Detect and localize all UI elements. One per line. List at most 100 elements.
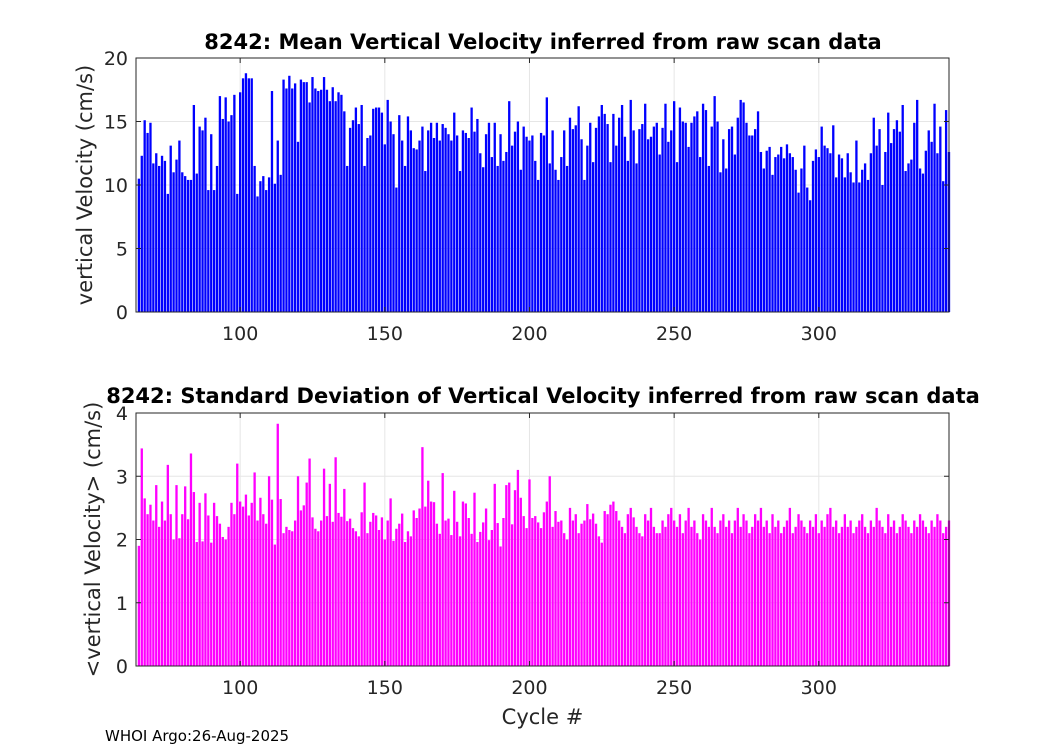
std-velocity-bar bbox=[322, 468, 326, 666]
std-velocity-bar bbox=[808, 520, 812, 666]
mean-velocity-bar bbox=[348, 127, 352, 312]
mean-velocity-bar bbox=[441, 124, 444, 312]
std-velocity-bar bbox=[479, 531, 482, 666]
mean-velocity-bar bbox=[389, 121, 392, 312]
mean-velocity-y-tick-label: 10 bbox=[104, 175, 128, 197]
std-velocity-bar bbox=[510, 524, 514, 666]
std-velocity-bar bbox=[603, 511, 606, 666]
std-velocity-bar bbox=[320, 520, 323, 666]
std-velocity-bar bbox=[577, 533, 580, 666]
std-velocity-bar bbox=[869, 520, 873, 666]
std-velocity-bar bbox=[667, 514, 670, 666]
std-velocity-bar bbox=[600, 542, 603, 666]
std-velocity-bar bbox=[181, 514, 184, 666]
mean-velocity-bar bbox=[253, 165, 256, 312]
mean-velocity-bar bbox=[606, 124, 609, 312]
mean-velocity-bar bbox=[635, 163, 638, 312]
std-velocity-bar bbox=[918, 514, 922, 666]
std-velocity-bar bbox=[531, 518, 534, 666]
mean-velocity-bar bbox=[369, 135, 372, 312]
std-velocity-bar bbox=[655, 533, 658, 666]
std-velocity-bar bbox=[736, 507, 739, 667]
std-velocity-bar bbox=[539, 528, 543, 666]
mean-velocity-bar bbox=[427, 130, 430, 312]
mean-velocity-bar bbox=[499, 134, 502, 312]
mean-velocity-y-tick-label: 5 bbox=[116, 239, 128, 261]
std-velocity-bar bbox=[803, 526, 806, 666]
std-velocity-bar bbox=[927, 533, 930, 666]
std-velocity-bar bbox=[363, 482, 366, 666]
mean-velocity-bar bbox=[754, 129, 757, 312]
std-velocity-bar bbox=[942, 533, 945, 666]
std-velocity-bar bbox=[224, 539, 227, 666]
std-velocity-bar bbox=[149, 504, 152, 666]
std-velocity-bar bbox=[157, 526, 161, 666]
mean-velocity-bar bbox=[910, 159, 913, 312]
std-velocity-bar bbox=[936, 514, 939, 666]
mean-velocity-bar bbox=[597, 116, 601, 312]
std-velocity-bar bbox=[227, 526, 230, 666]
footer-credit: WHOI Argo:26-Aug-2025 bbox=[105, 727, 289, 745]
std-velocity-bar bbox=[351, 528, 355, 666]
mean-velocity-bar bbox=[354, 107, 358, 312]
std-velocity-bar bbox=[207, 515, 210, 666]
mean-velocity-bar bbox=[687, 146, 690, 312]
mean-velocity-bar bbox=[401, 140, 404, 312]
std-velocity-bar bbox=[178, 538, 181, 666]
std-velocity-bar bbox=[429, 501, 433, 666]
mean-velocity-bar bbox=[774, 157, 777, 312]
std-velocity-bar bbox=[855, 526, 858, 666]
std-velocity-bar bbox=[866, 533, 870, 666]
mean-velocity-bar bbox=[210, 134, 213, 312]
mean-velocity-bar bbox=[386, 99, 389, 312]
std-velocity-bar bbox=[696, 533, 699, 666]
mean-velocity-bar bbox=[476, 118, 479, 313]
mean-velocity-bar bbox=[233, 94, 236, 312]
std-velocity-bar bbox=[609, 504, 612, 666]
std-velocity-bar bbox=[574, 514, 577, 666]
std-velocity-bar bbox=[418, 508, 421, 666]
std-velocity-bar bbox=[343, 488, 346, 666]
mean-velocity-bar bbox=[736, 117, 739, 312]
std-velocity-bar bbox=[476, 542, 479, 666]
std-velocity-bar bbox=[160, 501, 164, 666]
mean-velocity-bar bbox=[455, 135, 459, 312]
std-velocity-bar bbox=[360, 512, 363, 666]
std-velocity-bar bbox=[537, 522, 540, 666]
mean-velocity-bar bbox=[840, 158, 844, 312]
mean-velocity-bar bbox=[565, 165, 569, 312]
std-velocity-x-tick-label: 300 bbox=[801, 677, 837, 699]
std-velocity-bar bbox=[163, 520, 167, 666]
mean-velocity-bar bbox=[181, 172, 184, 312]
std-velocity-bar bbox=[291, 531, 294, 666]
mean-velocity-bar bbox=[320, 89, 323, 312]
std-velocity-bar bbox=[444, 520, 447, 666]
std-velocity-bar bbox=[861, 514, 864, 666]
mean-velocity-bar bbox=[270, 91, 274, 313]
mean-velocity-bar bbox=[924, 150, 928, 312]
mean-velocity-bar bbox=[508, 101, 511, 313]
std-velocity-bar bbox=[771, 514, 774, 666]
mean-velocity-bar bbox=[152, 163, 155, 312]
std-velocity-bar bbox=[710, 507, 713, 667]
std-velocity-bar bbox=[664, 526, 667, 666]
mean-velocity-bar bbox=[907, 163, 910, 312]
mean-velocity-bar bbox=[644, 103, 647, 312]
std-velocity-bar bbox=[233, 514, 236, 666]
std-velocity-bar bbox=[739, 526, 742, 666]
std-velocity-x-ticks: 100 150 200 250 300 bbox=[222, 413, 837, 699]
mean-velocity-bar bbox=[537, 179, 540, 312]
mean-velocity-bar bbox=[855, 140, 858, 312]
std-velocity-bar bbox=[814, 514, 818, 666]
mean-velocity-bar bbox=[340, 94, 343, 312]
mean-velocity-bar bbox=[727, 129, 731, 312]
std-velocity-x-tick-label: 100 bbox=[222, 677, 258, 699]
mean-velocity-x-tick-label: 150 bbox=[367, 323, 403, 345]
std-velocity-bar bbox=[551, 526, 554, 666]
mean-velocity-bar bbox=[398, 115, 401, 313]
std-velocity-bar bbox=[377, 530, 381, 666]
mean-velocity-bar bbox=[719, 172, 722, 312]
std-velocity-bar bbox=[458, 536, 462, 666]
mean-velocity-bar bbox=[583, 179, 586, 312]
mean-velocity-bar bbox=[658, 154, 661, 312]
